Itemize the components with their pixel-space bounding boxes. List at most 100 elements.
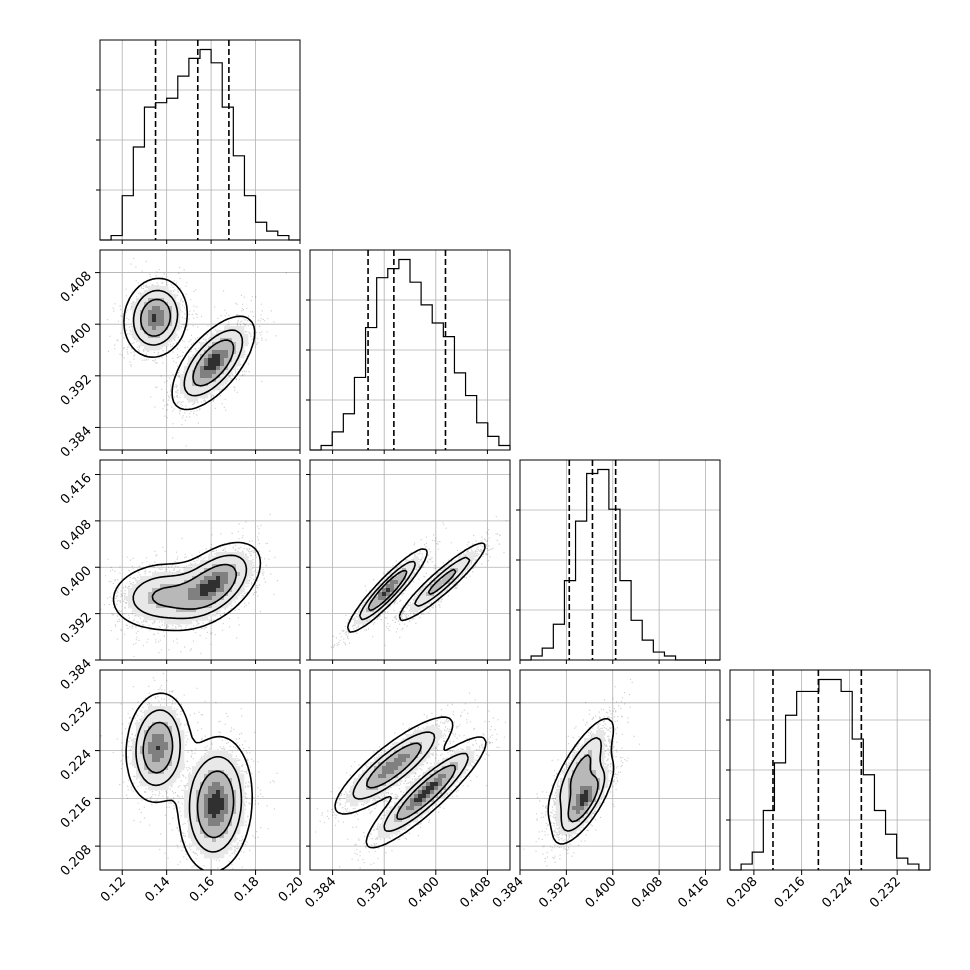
density-cell	[604, 766, 609, 771]
density-cell	[204, 572, 209, 577]
density-cell	[152, 306, 157, 311]
density-cell	[200, 778, 205, 783]
density-cell	[236, 326, 241, 331]
density-cell	[350, 798, 355, 803]
density-cell	[414, 750, 419, 755]
density-cell	[410, 810, 415, 815]
density-cell	[232, 778, 237, 783]
density-cell	[402, 798, 407, 803]
density-cell	[204, 782, 209, 787]
density-cell	[204, 608, 209, 613]
density-cell	[418, 782, 423, 787]
density-cell	[192, 580, 197, 585]
density-cell	[160, 726, 165, 731]
density-cell	[572, 798, 577, 803]
density-cell	[244, 342, 249, 347]
density-cell	[236, 362, 241, 367]
density-cell	[204, 802, 209, 807]
density-cell	[212, 758, 217, 763]
density-cell	[164, 342, 169, 347]
contour-level-0	[123, 277, 256, 411]
density-cell	[462, 762, 467, 767]
density-cell	[156, 290, 161, 295]
density-cell	[176, 596, 181, 601]
pair-panel-3-1	[309, 669, 511, 871]
density-cell	[164, 770, 169, 775]
density-cell	[196, 580, 201, 585]
density-cell	[454, 750, 459, 755]
density-cell	[366, 608, 371, 613]
density-cell	[580, 782, 585, 787]
density-cell	[560, 786, 565, 791]
density-cell	[204, 838, 209, 843]
density-cell	[232, 762, 237, 767]
density-cell	[160, 338, 165, 343]
density-cell	[152, 314, 157, 319]
density-cell	[398, 758, 403, 763]
y-tick-label: 0.216	[58, 795, 95, 832]
density-cell	[168, 620, 173, 625]
density-cell	[152, 310, 157, 315]
density-cell	[180, 612, 185, 617]
density-cell	[204, 786, 209, 791]
density-cell	[144, 774, 149, 779]
density-cell	[168, 604, 173, 609]
density-cell	[248, 568, 253, 573]
density-cell	[382, 588, 387, 593]
density-cell	[152, 774, 157, 779]
density-cell	[580, 754, 585, 759]
density-cell	[216, 596, 221, 601]
density-cell	[450, 754, 455, 759]
density-cell	[224, 568, 229, 573]
density-cell	[438, 584, 443, 589]
density-cell	[564, 806, 569, 811]
density-cell	[378, 596, 383, 601]
density-cell	[564, 830, 569, 835]
density-cell	[232, 834, 237, 839]
density-cell	[370, 762, 375, 767]
density-cell	[228, 802, 233, 807]
density-cell	[188, 374, 193, 379]
density-cell	[192, 366, 197, 371]
density-cell	[208, 810, 213, 815]
density-cell	[160, 710, 165, 715]
density-cell	[204, 584, 209, 589]
density-cell	[362, 790, 367, 795]
density-cell	[132, 334, 137, 339]
density-cell	[140, 342, 145, 347]
density-cell	[164, 706, 169, 711]
density-cell	[224, 822, 229, 827]
density-cell	[232, 576, 237, 581]
density-cell	[168, 762, 173, 767]
density-cell	[132, 604, 137, 609]
density-cell	[180, 766, 185, 771]
density-cell	[216, 370, 221, 375]
density-cell	[192, 612, 197, 617]
density-cell	[216, 810, 221, 815]
density-cell	[172, 580, 177, 585]
density-cell	[208, 802, 213, 807]
density-cell	[208, 354, 213, 359]
density-cell	[172, 330, 177, 335]
density-cell	[228, 758, 233, 763]
density-cell	[394, 580, 399, 585]
density-cell	[196, 778, 201, 783]
density-cell	[216, 604, 221, 609]
density-cell	[394, 762, 399, 767]
density-cell	[224, 346, 229, 351]
density-cell	[148, 604, 153, 609]
density-cell	[168, 330, 173, 335]
x-tick-label: 0.232	[867, 874, 904, 911]
density-cell	[466, 762, 471, 767]
density-cell	[224, 790, 229, 795]
density-cell	[568, 826, 573, 831]
density-cell	[438, 774, 443, 779]
density-cell	[596, 746, 601, 751]
density-cell	[406, 810, 411, 815]
density-cell	[450, 766, 455, 771]
density-cell	[160, 742, 165, 747]
density-cell	[224, 802, 229, 807]
density-cell	[576, 786, 581, 791]
density-cell	[224, 350, 229, 355]
density-cell	[220, 358, 225, 363]
